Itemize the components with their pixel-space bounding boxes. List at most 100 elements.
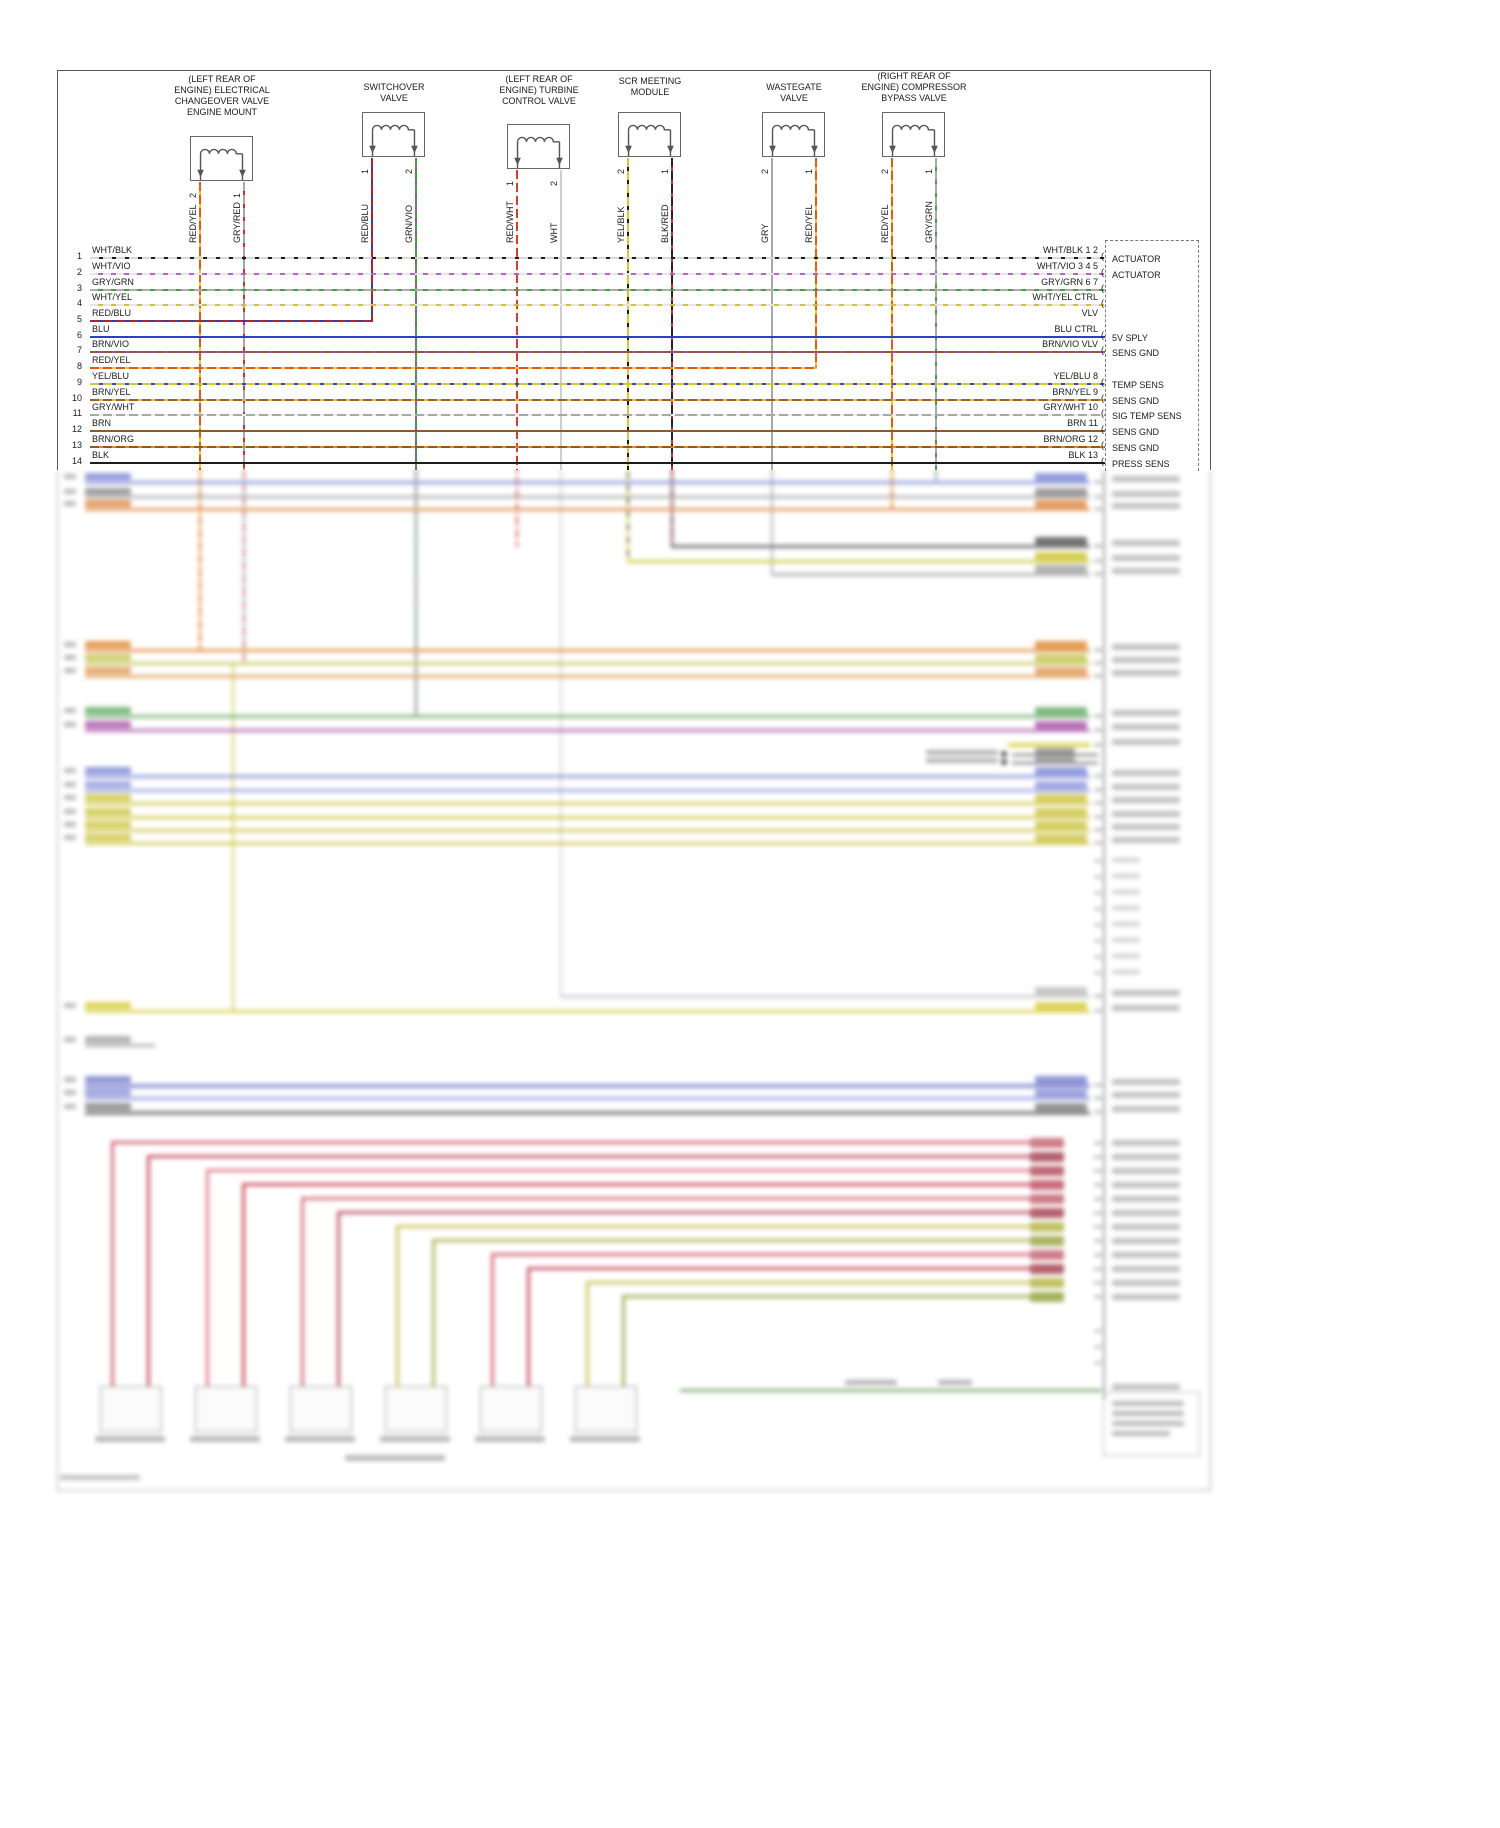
blurred-text-blob <box>1112 657 1180 663</box>
wire-vertical <box>815 158 817 369</box>
blurred-wire-vertical <box>671 464 673 547</box>
wire-row-number: 4 <box>76 298 82 308</box>
blurred-wire-vertical <box>111 1141 114 1388</box>
blurred-row-number <box>64 782 76 787</box>
blurred-text-blob <box>1112 990 1180 996</box>
blurred-wire-line <box>85 715 1090 718</box>
blurred-tick <box>1094 842 1102 844</box>
blurred-row-number <box>64 489 76 494</box>
blurred-label-blob <box>1030 1278 1064 1288</box>
wire-row-number: 10 <box>71 393 82 403</box>
blurred-wire-line <box>85 649 1090 652</box>
connector-pin-paren: ( <box>1101 345 1104 355</box>
wire-right-label: BLK 13 <box>1068 450 1098 460</box>
wire-right-label: YEL/BLU 8 <box>1053 371 1098 381</box>
wire-color-label: WHT/VIO <box>92 261 131 271</box>
blurred-tick <box>1094 789 1102 791</box>
wire-row-number: 8 <box>76 361 82 371</box>
blurred-label-blob <box>85 767 131 774</box>
connector-pin-paren: ( <box>1101 456 1104 466</box>
blurred-tick <box>1094 1142 1102 1144</box>
blurred-text-blob <box>845 1380 897 1385</box>
wire-line <box>90 351 1105 353</box>
coil-icon <box>769 124 818 156</box>
wire-right-label: BRN/VIO VLV <box>1042 339 1098 349</box>
wire-vertical <box>243 182 245 470</box>
blurred-label-blob <box>1035 757 1075 763</box>
blurred-tick <box>1094 545 1102 547</box>
blurred-text-blob <box>1112 1401 1184 1406</box>
blurred-text-blob <box>95 1436 165 1442</box>
blurred-row-number <box>64 501 76 506</box>
blurred-text-blob <box>1112 784 1180 790</box>
blurred-text-blob <box>1112 739 1180 745</box>
blurred-label-blob <box>1035 552 1087 560</box>
blurred-label-blob <box>85 808 131 815</box>
blurred-label-blob <box>85 834 131 841</box>
blurred-row-number <box>64 1090 76 1095</box>
wire-color-label: WHT/YEL <box>92 292 133 302</box>
blurred-wire-line <box>207 1169 1030 1172</box>
blurred-text-blob <box>1112 824 1180 830</box>
connector-function-label: ACTUATOR <box>1112 270 1161 280</box>
solenoid-valve-symbol <box>362 112 425 157</box>
wire-line <box>90 304 1105 306</box>
blurred-wire-line <box>85 816 1090 819</box>
pin-number: 1 <box>660 168 670 174</box>
blurred-tick <box>1094 860 1102 862</box>
blurred-text-blob <box>1112 770 1180 776</box>
wire-row-number: 9 <box>76 377 82 387</box>
wire-vertical <box>199 182 201 470</box>
pin-number: 2 <box>880 168 890 174</box>
blurred-label-blob <box>1035 473 1087 481</box>
wire-color-label: YEL/BLU <box>92 371 130 381</box>
wire-right-label: BRN/ORG 12 <box>1043 434 1098 444</box>
blurred-wire-vertical <box>935 464 937 482</box>
connector-function-label: TEMP SENS <box>1112 380 1164 390</box>
coil-icon <box>369 124 418 156</box>
wire-vertical <box>516 170 518 470</box>
blurred-wire-line <box>85 1097 1090 1100</box>
blurred-text-blob <box>1112 970 1140 974</box>
pin-wire-label: RED/YEL <box>804 204 814 243</box>
junction-dot <box>1001 751 1007 757</box>
blurred-text-blob <box>1112 1431 1170 1436</box>
blurred-label-blob <box>85 1002 131 1009</box>
blurred-text-blob <box>1112 1421 1184 1426</box>
blurred-tick <box>1094 1240 1102 1242</box>
blurred-label-blob <box>85 1036 131 1043</box>
wire-color-label: BRN/VIO <box>92 339 130 349</box>
pin-wire-label: GRY <box>760 223 770 243</box>
blurred-text-blob <box>1112 1252 1180 1258</box>
diagram-border-left <box>57 70 58 470</box>
wire-color-label: BRN/YEL <box>92 387 131 397</box>
blurred-wire-line <box>560 995 1090 998</box>
blurred-wire-line <box>397 1225 1030 1228</box>
blurred-text-blob <box>1112 491 1180 497</box>
connector-function-label: SENS GND <box>1112 427 1160 437</box>
blurred-tick <box>1094 662 1102 664</box>
blurred-label-blob <box>1035 667 1087 675</box>
connector-function-label: SENS GND <box>1112 443 1160 453</box>
blurred-label-blob <box>1035 1103 1087 1111</box>
component-title-line: MODULE <box>630 87 670 97</box>
solenoid-valve-symbol <box>507 124 570 169</box>
blurred-text-blob <box>1112 1154 1180 1160</box>
component-title-line: ENGINE) ELECTRICAL <box>174 85 270 95</box>
blurred-row-number <box>64 1003 76 1008</box>
blurred-text-blob <box>926 758 998 763</box>
connector-pin-paren: ( <box>1101 267 1104 277</box>
blurred-component-box <box>100 1386 162 1432</box>
blurred-wire-line <box>85 1111 1090 1115</box>
component-title-line: (LEFT REAR OF <box>505 74 573 84</box>
coil-icon <box>625 124 674 156</box>
wire-vertical <box>560 170 562 470</box>
blurred-label-blob <box>85 488 131 495</box>
pin-number: 1 <box>232 192 242 198</box>
blurred-text-blob <box>345 1455 445 1461</box>
blurred-tick <box>1094 995 1102 997</box>
blurred-tick <box>1094 1282 1102 1284</box>
blurred-text-blob <box>1112 1092 1180 1098</box>
blurred-label-blob <box>1035 707 1087 715</box>
